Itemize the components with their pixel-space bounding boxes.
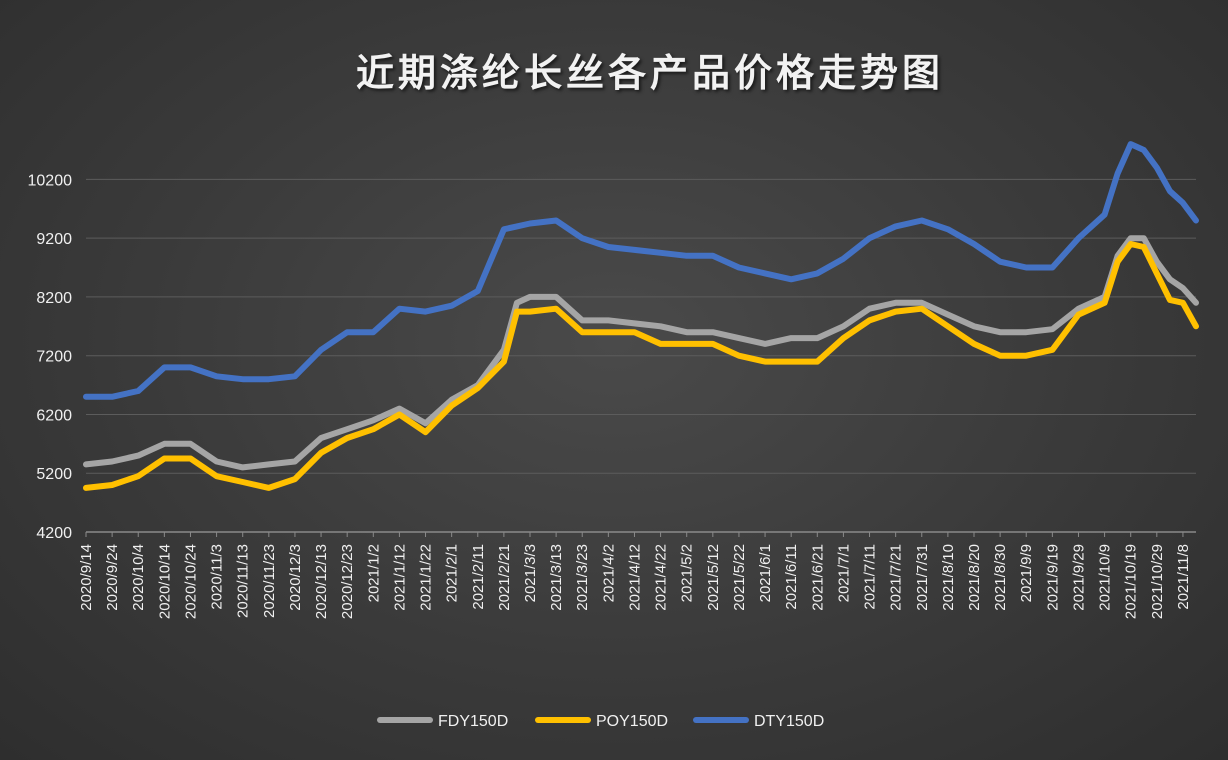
x-tick-label: 2021/9/19 <box>1044 544 1061 611</box>
x-tick-label: 2021/9/9 <box>1018 544 1035 602</box>
x-tick-label: 2021/9/29 <box>1070 544 1087 611</box>
series-line-fdy150d <box>83 235 1199 471</box>
x-tick-label: 2020/9/24 <box>104 544 121 611</box>
x-tick-label: 2020/12/23 <box>339 544 356 619</box>
x-tick-label: 2020/10/24 <box>182 544 199 619</box>
x-tick-label: 2020/10/4 <box>130 544 147 611</box>
x-tick-label: 2021/6/11 <box>783 544 800 610</box>
y-tick-label: 9200 <box>36 231 72 248</box>
x-axis-ticks: 2020/9/14 2020/9/24 2020/10/4 2020/10/14 202… <box>78 532 1192 619</box>
x-tick-label: 2020/12/3 <box>287 544 304 611</box>
x-tick-label: 2021/3/3 <box>522 544 539 602</box>
y-axis-ticks: 4200 5200 6200 7200 8200 9200 10200 <box>28 172 73 542</box>
x-tick-label: 2021/1/12 <box>391 544 408 611</box>
x-tick-label: 2021/5/22 <box>731 544 748 611</box>
y-tick-label: 6200 <box>36 407 72 424</box>
x-tick-label: 2021/7/31 <box>914 544 931 611</box>
x-tick-label: 2021/10/19 <box>1123 544 1140 619</box>
x-tick-label: 2021/6/1 <box>757 544 774 602</box>
x-tick-label: 2021/10/29 <box>1149 544 1166 619</box>
x-tick-label: 2021/1/22 <box>418 544 435 611</box>
gridlines <box>86 178 1196 533</box>
legend: FDY150D POY150D DTY150D <box>377 713 824 730</box>
y-tick-label: 5200 <box>36 466 72 483</box>
x-tick-label: 2021/5/2 <box>679 544 696 602</box>
x-tick-label: 2021/4/2 <box>600 544 617 602</box>
x-tick-label: 2021/4/12 <box>626 544 643 611</box>
x-tick-label: 2021/2/1 <box>444 544 461 602</box>
x-tick-label: 2021/11/8 <box>1175 544 1192 610</box>
x-tick-label: 2020/10/14 <box>156 544 173 619</box>
x-tick-label: 2021/8/30 <box>992 544 1009 611</box>
x-tick-label: 2020/9/14 <box>78 544 95 611</box>
x-tick-label: 2021/7/1 <box>835 544 852 602</box>
x-tick-label: 2020/11/13 <box>235 544 252 618</box>
x-tick-label: 2021/2/11 <box>470 544 487 610</box>
y-tick-label: 10200 <box>28 172 73 189</box>
x-tick-label: 2021/5/12 <box>705 544 722 611</box>
legend-label: POY150D <box>596 713 668 730</box>
legend-label: FDY150D <box>438 713 508 730</box>
x-tick-label: 2021/7/11 <box>862 544 879 610</box>
x-tick-label: 2021/4/22 <box>653 544 670 611</box>
x-tick-label: 2021/6/21 <box>809 544 826 611</box>
chart-title: 近期涤纶长丝各产品价格走势图 <box>355 51 944 95</box>
x-tick-label: 2021/8/10 <box>940 544 957 611</box>
x-tick-label: 2021/1/2 <box>365 544 382 602</box>
legend-label: DTY150D <box>754 713 824 730</box>
x-tick-label: 2021/10/9 <box>1097 544 1114 611</box>
x-tick-label: 2020/11/23 <box>261 544 278 618</box>
series-lines <box>83 141 1199 491</box>
x-tick-label: 2021/7/21 <box>888 544 905 611</box>
x-tick-label: 2021/3/13 <box>548 544 565 611</box>
y-tick-label: 7200 <box>36 349 72 366</box>
x-tick-label: 2020/12/13 <box>313 544 330 619</box>
x-tick-label: 2021/3/23 <box>574 544 591 611</box>
x-tick-label: 2021/8/20 <box>966 544 983 611</box>
y-tick-label: 8200 <box>36 290 72 307</box>
series-line-dty150d <box>83 141 1199 400</box>
y-tick-label: 4200 <box>36 525 72 542</box>
x-tick-label: 2020/11/3 <box>209 544 226 610</box>
x-tick-label: 2021/2/21 <box>496 544 513 611</box>
series-line-poy150d <box>83 241 1199 491</box>
